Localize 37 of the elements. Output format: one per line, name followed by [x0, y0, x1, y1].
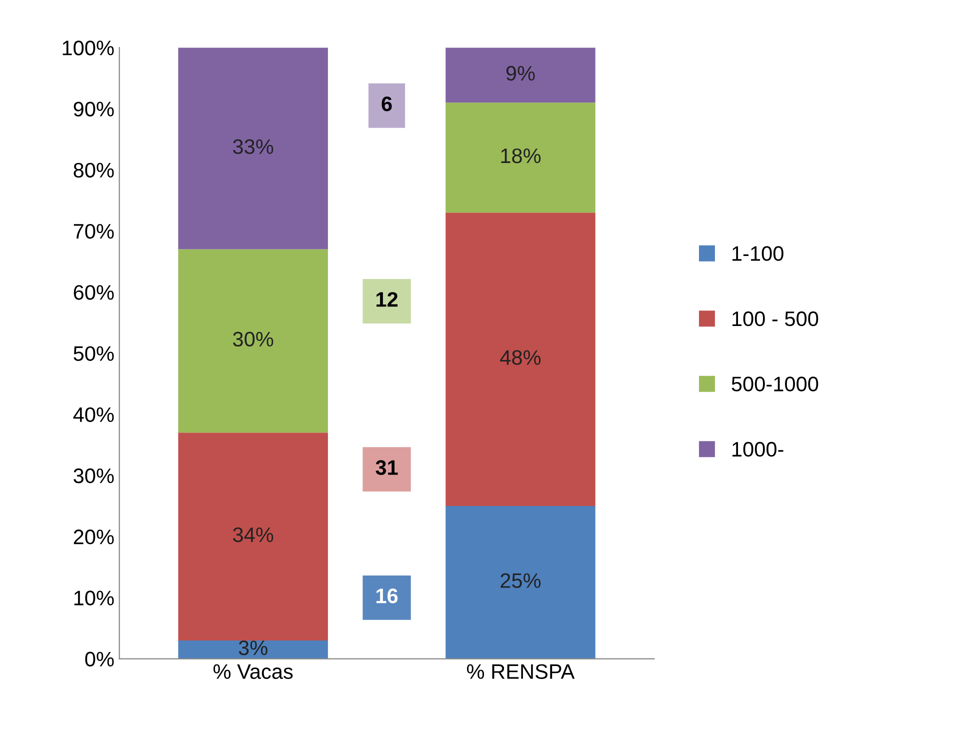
- annotation: 16: [376, 588, 398, 604]
- legend-label: 1000-: [732, 442, 784, 457]
- y-tick-label: 20%: [74, 530, 114, 544]
- y-tick-label: 40%: [73, 407, 114, 422]
- bar: [446, 212, 596, 506]
- y-tick-label: 10%: [74, 590, 114, 606]
- data-label: 33%: [233, 139, 274, 154]
- data-label: 48%: [500, 350, 541, 365]
- x-tick-label: % Vacas: [213, 664, 293, 679]
- y-tick-label: 100%: [62, 40, 114, 56]
- y-tick-label: 80%: [74, 162, 114, 178]
- legend-label: 1-100: [732, 246, 784, 261]
- bar: [178, 432, 328, 640]
- bar: [446, 102, 596, 213]
- data-label: 9%: [506, 66, 535, 81]
- bar: [178, 48, 328, 250]
- x-tick-label: % RENSPA: [466, 664, 575, 679]
- data-label: 25%: [500, 573, 541, 588]
- data-label: 3%: [238, 640, 268, 656]
- bar: [446, 506, 596, 659]
- data-label: 30%: [233, 332, 274, 347]
- y-tick-label: 70%: [74, 224, 114, 239]
- annotation: 12: [376, 292, 398, 307]
- y-tick-label: 60%: [74, 285, 114, 300]
- annotation: 6: [382, 96, 392, 112]
- legend-label: 100 - 500: [732, 311, 818, 326]
- legend-label: 500-1000: [732, 376, 818, 392]
- data-label: 34%: [233, 527, 274, 542]
- y-tick-label: 30%: [74, 468, 114, 484]
- annotation: 31: [376, 460, 398, 475]
- bar: [178, 640, 328, 659]
- bar: [446, 48, 596, 103]
- y-tick-label: 0%: [85, 652, 114, 667]
- bar: [178, 249, 328, 433]
- data-label: 18%: [501, 148, 541, 164]
- y-tick-label: 90%: [74, 102, 114, 116]
- y-tick-label: 50%: [74, 346, 114, 361]
